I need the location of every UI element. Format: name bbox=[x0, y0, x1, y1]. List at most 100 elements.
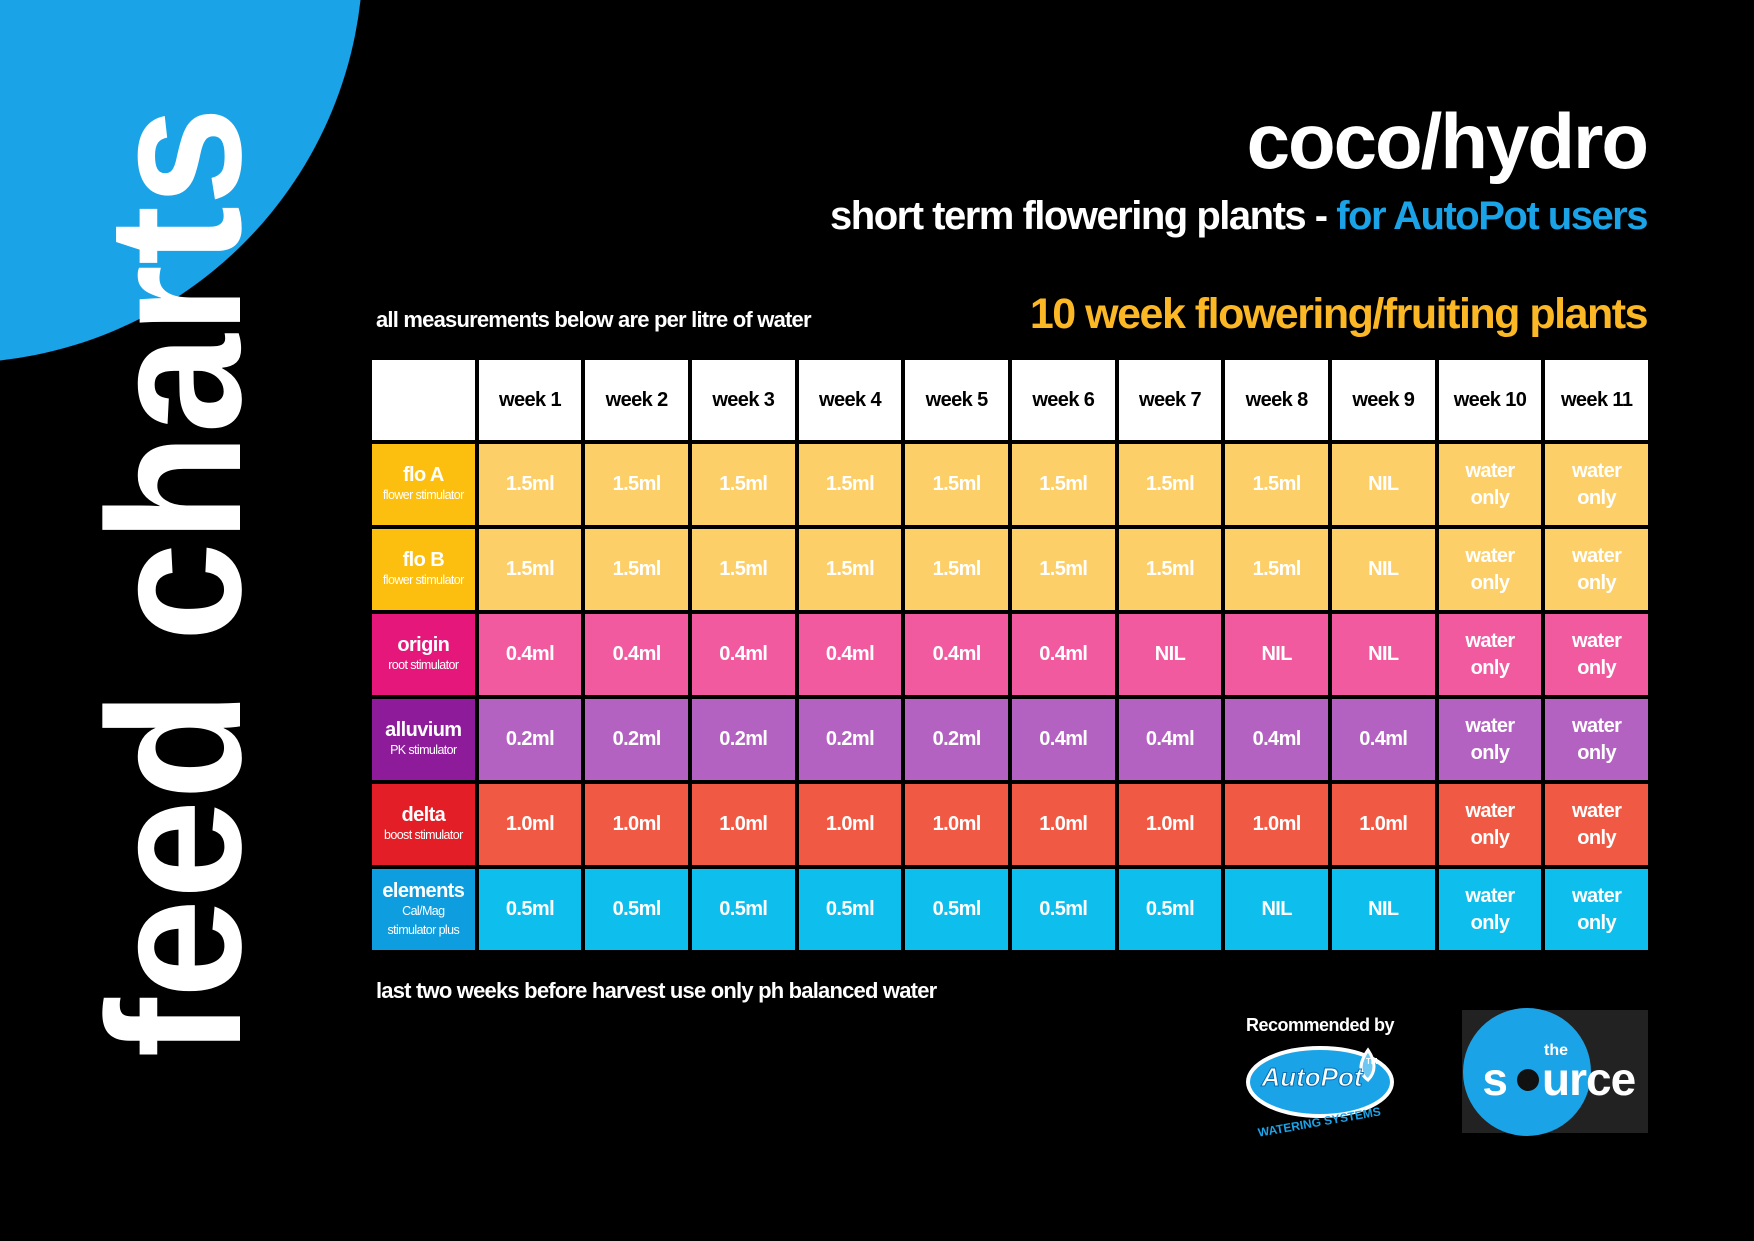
dose-cell: 0.2ml bbox=[585, 699, 688, 780]
dose-cell: 1.0ml bbox=[1331, 784, 1435, 865]
row-description: flower stimulator bbox=[382, 573, 464, 587]
column-header: week 9 bbox=[1331, 360, 1435, 440]
dose-cell: 1.5ml bbox=[478, 529, 582, 610]
dose-cell: 0.4ml bbox=[478, 614, 582, 695]
column-header: week 6 bbox=[1011, 360, 1115, 440]
dose-cell: 0.5ml bbox=[1011, 869, 1115, 950]
dose-cell: 1.0ml bbox=[905, 784, 1008, 865]
source-logo: s urce the bbox=[1462, 1008, 1648, 1136]
dose-cell: 1.5ml bbox=[1011, 529, 1115, 610]
dose-cell: 0.5ml bbox=[478, 869, 582, 950]
dose-cell: 1.5ml bbox=[585, 444, 688, 525]
row-description: PK stimulator bbox=[390, 743, 457, 757]
row-name: flo A bbox=[402, 464, 444, 486]
feed-table: week 1 week 2 week 3 week 4 week 5 week 6 week… bbox=[372, 360, 1648, 950]
dose-cell: 1.5ml bbox=[798, 444, 902, 525]
dose-cell: 0.2ml bbox=[691, 699, 795, 780]
row-description: flower stimulator bbox=[382, 488, 464, 502]
dose-cell: 1.0ml bbox=[585, 784, 688, 865]
row-description: root stimulator bbox=[388, 658, 459, 672]
dose-cell: 0.2ml bbox=[478, 699, 582, 780]
dose-cell: water only bbox=[1545, 699, 1648, 780]
corner-cell bbox=[372, 360, 475, 440]
dose-cell: 0.4ml bbox=[1118, 699, 1222, 780]
dose-cell: 0.4ml bbox=[1011, 614, 1115, 695]
row-description: Cal/Mag stimulator plus bbox=[387, 903, 460, 937]
dose-cell: 1.0ml bbox=[1011, 784, 1115, 865]
dose-cell: 0.4ml bbox=[798, 614, 902, 695]
source-end: urce bbox=[1542, 1053, 1636, 1105]
source-start: s bbox=[1482, 1053, 1508, 1105]
dose-cell: water only bbox=[1438, 869, 1542, 950]
dose-cell: 1.5ml bbox=[1225, 444, 1328, 525]
dose-cell: 1.0ml bbox=[798, 784, 902, 865]
dose-cell: water only bbox=[1438, 529, 1542, 610]
dose-cell: 0.2ml bbox=[905, 699, 1008, 780]
dose-cell: 1.5ml bbox=[1118, 529, 1222, 610]
dose-cell: NIL bbox=[1225, 614, 1328, 695]
dose-cell: water only bbox=[1545, 444, 1648, 525]
dose-cell: water only bbox=[1545, 869, 1648, 950]
dose-cell: 1.0ml bbox=[691, 784, 795, 865]
source-o bbox=[1517, 1069, 1539, 1091]
blue-circle bbox=[0, 0, 361, 361]
autopot-drop bbox=[1359, 1047, 1376, 1082]
row-label: alluvium PK stimulator bbox=[372, 699, 475, 780]
row-name: alluvium bbox=[385, 719, 462, 741]
dose-cell: NIL bbox=[1331, 444, 1435, 525]
dose-cell: 0.4ml bbox=[1011, 699, 1115, 780]
subtitle-text: short term flowering plants - bbox=[830, 194, 1337, 238]
dose-cell: 1.5ml bbox=[905, 529, 1008, 610]
autopot-logo: AutoPot TM WATERING SYSTEMS bbox=[1246, 1046, 1394, 1140]
row-name: origin bbox=[397, 634, 450, 656]
title: coco/hydro bbox=[1246, 97, 1649, 185]
autopot-tm: TM bbox=[1366, 1057, 1378, 1066]
dose-cell: 1.0ml bbox=[478, 784, 582, 865]
dose-cell: 0.4ml bbox=[1331, 699, 1435, 780]
autopot-badge bbox=[1246, 1046, 1394, 1118]
dose-cell: 0.4ml bbox=[1225, 699, 1328, 780]
dose-cell: 1.5ml bbox=[585, 529, 688, 610]
dose-cell: 1.0ml bbox=[1225, 784, 1328, 865]
column-header: week 3 bbox=[691, 360, 795, 440]
dose-cell: NIL bbox=[1118, 614, 1222, 695]
dose-cell: 1.5ml bbox=[798, 529, 902, 610]
dose-cell: 1.5ml bbox=[691, 529, 795, 610]
row-label: flo A flower stimulator bbox=[372, 444, 475, 525]
dose-cell: 0.5ml bbox=[585, 869, 688, 950]
dose-cell: NIL bbox=[1331, 614, 1435, 695]
row-description: boost stimulator bbox=[384, 828, 463, 842]
autopot-name: AutoPot bbox=[1260, 1062, 1363, 1092]
dose-cell: 0.5ml bbox=[1118, 869, 1222, 950]
row-label: elements Cal/Mag stimulator plus bbox=[372, 869, 475, 950]
dose-cell: 1.5ml bbox=[1011, 444, 1115, 525]
row-name: elements bbox=[382, 879, 465, 902]
row-name: flo B bbox=[402, 549, 445, 571]
column-header: week 7 bbox=[1118, 360, 1222, 440]
dose-cell: NIL bbox=[1331, 529, 1435, 610]
dose-cell: water only bbox=[1545, 784, 1648, 865]
dose-cell: water only bbox=[1438, 444, 1542, 525]
subtitle-highlight: for AutoPot users bbox=[1336, 194, 1648, 238]
footer-note: last two weeks before harvest use only p… bbox=[376, 978, 937, 1003]
column-header: week 11 bbox=[1545, 360, 1648, 440]
dose-cell: 0.4ml bbox=[691, 614, 795, 695]
row-label: flo B flower stimulator bbox=[372, 529, 475, 610]
row-label: delta boost stimulator bbox=[372, 784, 475, 865]
side-title: feed charts bbox=[69, 107, 281, 1058]
dose-cell: 1.5ml bbox=[905, 444, 1008, 525]
dose-cell: water only bbox=[1438, 784, 1542, 865]
dose-cell: 0.4ml bbox=[585, 614, 688, 695]
dose-cell: 0.5ml bbox=[798, 869, 902, 950]
dose-cell: NIL bbox=[1225, 869, 1328, 950]
dose-cell: 1.5ml bbox=[1118, 444, 1222, 525]
dose-cell: water only bbox=[1545, 529, 1648, 610]
column-header: week 4 bbox=[798, 360, 902, 440]
dose-cell: water only bbox=[1438, 614, 1542, 695]
dose-cell: 0.4ml bbox=[905, 614, 1008, 695]
dose-cell: 1.5ml bbox=[691, 444, 795, 525]
column-header: week 10 bbox=[1438, 360, 1542, 440]
subtitle: short term flowering plants - for AutoPo… bbox=[830, 194, 1648, 239]
